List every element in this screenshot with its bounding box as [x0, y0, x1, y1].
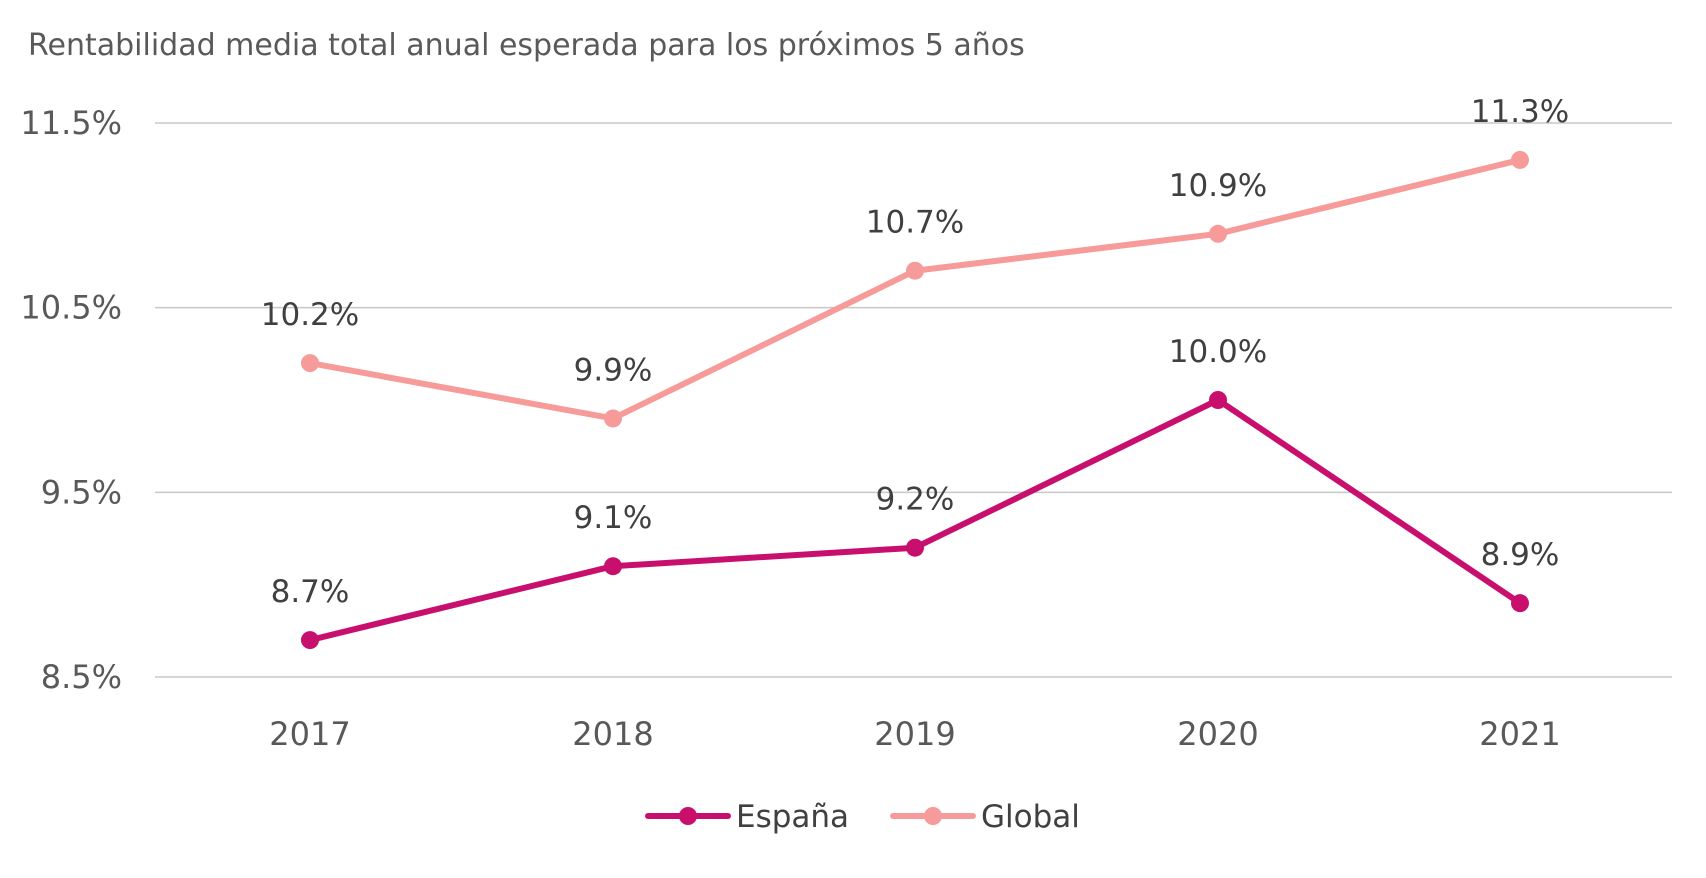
data-point: [301, 631, 319, 650]
x-tick-label: 2019: [874, 715, 955, 753]
y-tick-label: 8.5%: [41, 658, 122, 696]
data-point: [1511, 594, 1529, 613]
legend-label: España: [736, 799, 849, 835]
legend-swatch-marker: [679, 807, 697, 825]
x-tick-label: 2020: [1177, 715, 1258, 753]
y-tick-label: 10.5%: [20, 289, 122, 327]
x-tick-label: 2018: [572, 715, 653, 753]
x-axis: 2017 2018 2019 2020 2021: [269, 715, 1560, 753]
series-line-global: [307, 156, 1523, 422]
data-point: [1209, 391, 1227, 409]
data-label: 10.7%: [866, 205, 964, 241]
data-point: [906, 538, 924, 557]
data-point: [1209, 224, 1227, 243]
gridlines: [155, 122, 1672, 678]
data-label: 11.3%: [1471, 94, 1569, 130]
series-layer: [301, 150, 1529, 650]
y-tick-label: 11.5%: [20, 104, 122, 142]
data-point: [604, 409, 622, 428]
data-labels: 10.2% 9.9% 10.7% 10.9% 11.3% 8.7% 9.1% 9.2% 10.0…: [261, 94, 1569, 610]
data-point: [301, 354, 319, 373]
x-tick-label: 2017: [269, 715, 350, 753]
data-label: 9.9%: [574, 352, 653, 388]
chart-title: Rentabilidad media total anual esperada …: [28, 28, 1025, 63]
data-label: 8.7%: [271, 574, 350, 610]
legend: España Global: [645, 799, 1080, 835]
data-label: 8.9%: [1481, 537, 1560, 573]
y-tick-label: 9.5%: [41, 473, 122, 511]
data-label: 9.2%: [876, 482, 955, 518]
series-line-españa: [307, 397, 1523, 644]
legend-swatch-marker: [924, 807, 942, 825]
data-point: [906, 261, 924, 280]
data-label: 10.2%: [261, 297, 359, 333]
legend-label: Global: [981, 799, 1080, 835]
data-point: [1511, 150, 1529, 169]
data-label: 9.1%: [574, 500, 653, 536]
data-label: 10.9%: [1169, 168, 1267, 204]
data-label: 10.0%: [1169, 334, 1267, 370]
y-axis: 11.5% 10.5% 9.5% 8.5%: [20, 104, 122, 696]
data-point: [604, 557, 622, 576]
x-tick-label: 2021: [1479, 715, 1560, 753]
